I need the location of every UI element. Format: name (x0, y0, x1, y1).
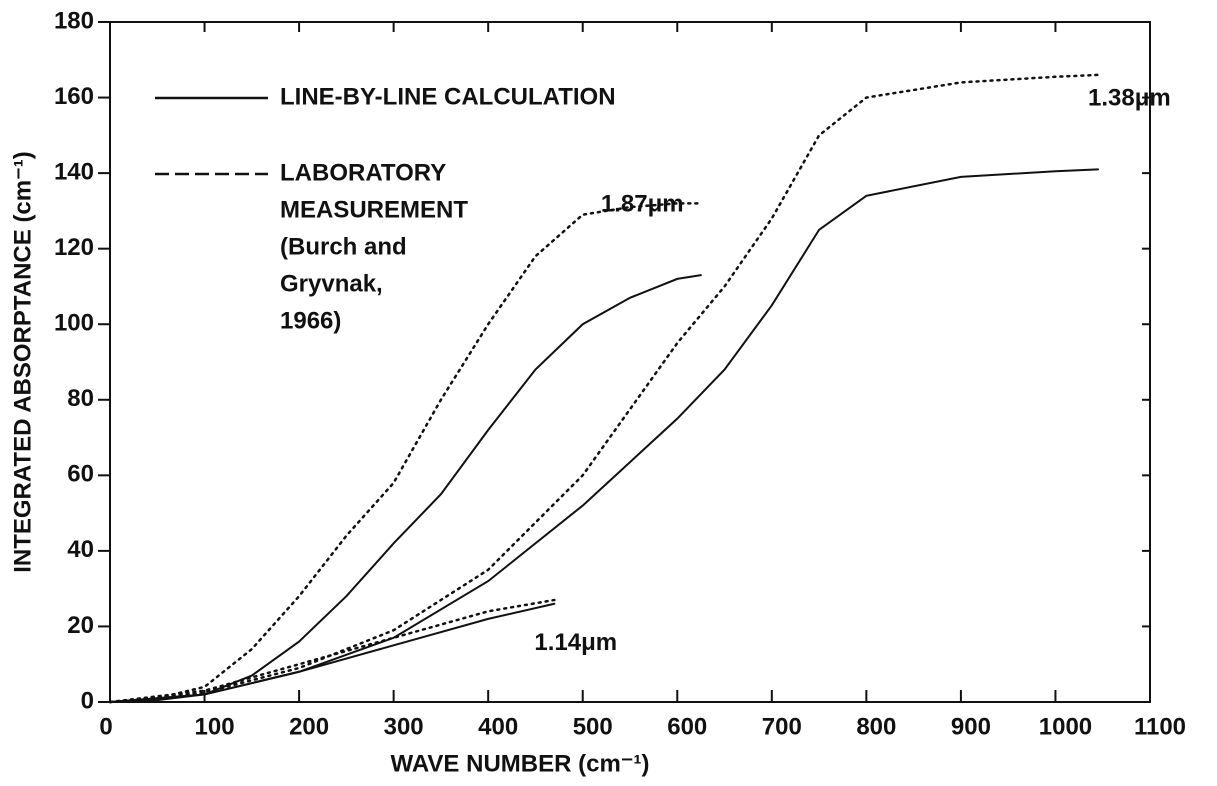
y-tick-label: 140 (54, 158, 94, 185)
legend-label: 1966) (280, 307, 341, 334)
legend-label: LABORATORY (280, 159, 446, 186)
curve-label: 1.14μm (534, 629, 617, 656)
calculated-line (109, 602, 556, 703)
x-tick-label: 400 (478, 713, 518, 740)
x-axis-label: WAVE NUMBER (cm⁻¹) (391, 750, 650, 777)
y-tick-label: 80 (67, 385, 94, 412)
x-tick-label: 600 (667, 713, 707, 740)
legend-label: MEASUREMENT (280, 196, 468, 223)
plot-frame (109, 21, 1151, 703)
x-tick-label: 0 (99, 713, 112, 740)
legend-label: Gryvnak, (280, 270, 383, 297)
x-tick-label: 500 (573, 713, 613, 740)
y-tick-label: 100 (54, 310, 94, 337)
y-tick-label: 20 (67, 612, 94, 639)
measured-line (108, 598, 556, 704)
measured-line (108, 202, 703, 704)
calculated-line (109, 168, 1099, 703)
x-tick-label: 200 (289, 713, 329, 740)
x-tick-label: 100 (195, 713, 235, 740)
curve-label: 1.38μm (1088, 85, 1171, 112)
curve-label: 1.87μm (601, 190, 684, 217)
y-tick-label: 0 (81, 687, 94, 714)
x-tick-label: 1100 (1134, 713, 1186, 740)
y-tick-label: 180 (54, 7, 94, 34)
measured-line (108, 73, 1100, 704)
x-tick-label: 800 (856, 713, 896, 740)
y-axis-label: INTEGRATED ABSORPTANCE (cm⁻¹) (9, 151, 36, 573)
y-tick-label: 160 (54, 83, 94, 110)
legend-label: (Burch and (280, 233, 407, 260)
x-tick-label: 900 (951, 713, 991, 740)
y-tick-label: 60 (67, 461, 94, 488)
calculated-line (109, 274, 702, 703)
x-tick-label: 1000 (1039, 713, 1092, 740)
y-tick-label: 40 (67, 536, 94, 563)
y-tick-label: 120 (54, 234, 94, 261)
x-tick-label: 700 (762, 713, 802, 740)
x-tick-label: 300 (384, 713, 424, 740)
legend-label: LINE-BY-LINE CALCULATION (280, 83, 616, 110)
